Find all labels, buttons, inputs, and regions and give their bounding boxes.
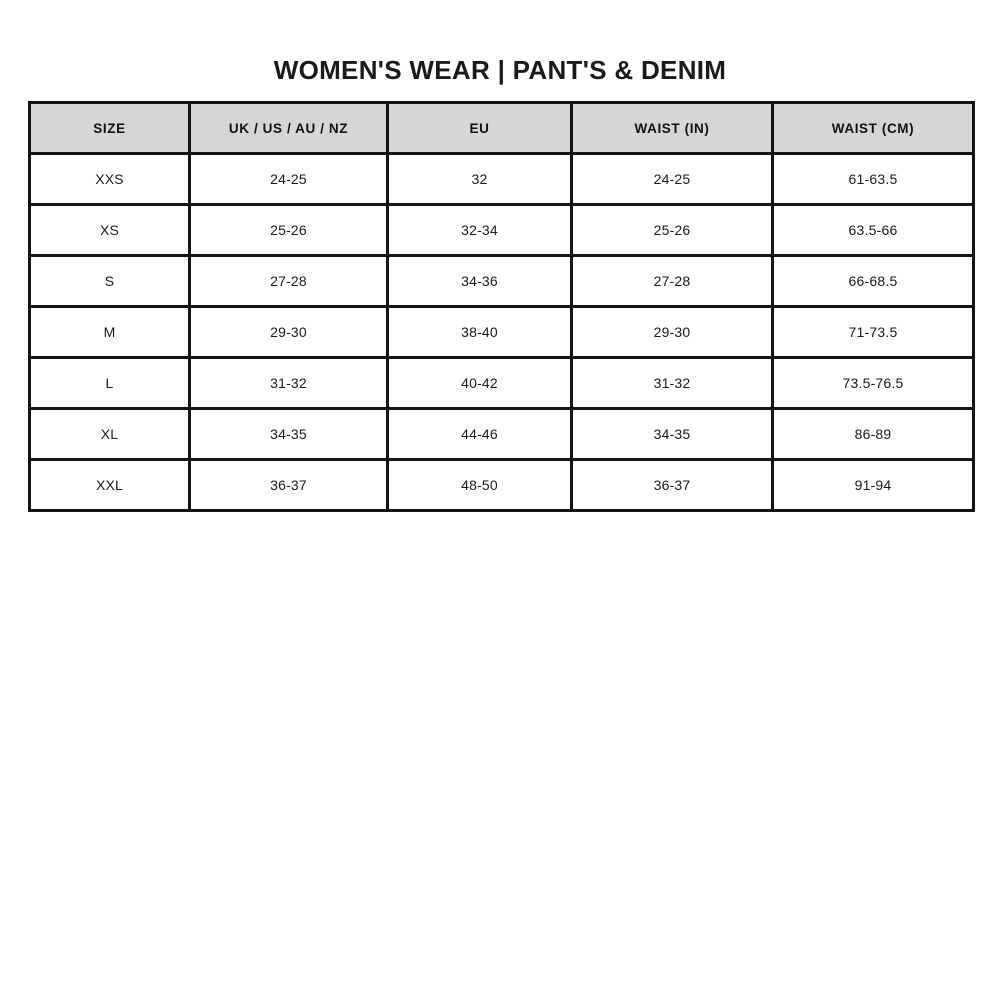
- cell-waist-in: 36-37: [570, 458, 774, 512]
- column-header-waist-in: WAIST (IN): [570, 101, 774, 155]
- cell-uk-us-au-nz: 27-28: [188, 254, 389, 308]
- table-row: M 29-30 38-40 29-30 71-73.5: [28, 305, 975, 359]
- column-header-eu: EU: [386, 101, 573, 155]
- cell-waist-cm: 91-94: [771, 458, 975, 512]
- cell-uk-us-au-nz: 34-35: [188, 407, 389, 461]
- table-row: XXS 24-25 32 24-25 61-63.5: [28, 152, 975, 206]
- cell-uk-us-au-nz: 29-30: [188, 305, 389, 359]
- cell-eu: 38-40: [386, 305, 573, 359]
- table-row: L 31-32 40-42 31-32 73.5-76.5: [28, 356, 975, 410]
- cell-uk-us-au-nz: 31-32: [188, 356, 389, 410]
- table-body: XXS 24-25 32 24-25 61-63.5 XS 25-26 32-3…: [28, 152, 975, 512]
- cell-waist-cm: 73.5-76.5: [771, 356, 975, 410]
- size-chart-table: SIZE UK / US / AU / NZ EU WAIST (IN) WAI…: [28, 101, 975, 512]
- column-header-size: SIZE: [28, 101, 191, 155]
- table-row: S 27-28 34-36 27-28 66-68.5: [28, 254, 975, 308]
- cell-size: M: [28, 305, 191, 359]
- cell-uk-us-au-nz: 36-37: [188, 458, 389, 512]
- page-title: WOMEN'S WEAR | PANT'S & DENIM: [273, 55, 727, 86]
- column-header-waist-cm: WAIST (CM): [771, 101, 975, 155]
- size-chart-container: SIZE UK / US / AU / NZ EU WAIST (IN) WAI…: [28, 101, 975, 512]
- cell-eu: 48-50: [386, 458, 573, 512]
- cell-eu: 34-36: [386, 254, 573, 308]
- table-header-row: SIZE UK / US / AU / NZ EU WAIST (IN) WAI…: [28, 101, 975, 155]
- cell-waist-cm: 86-89: [771, 407, 975, 461]
- cell-waist-cm: 63.5-66: [771, 203, 975, 257]
- cell-eu: 32-34: [386, 203, 573, 257]
- cell-waist-cm: 66-68.5: [771, 254, 975, 308]
- cell-size: XXS: [28, 152, 191, 206]
- table-row: XXL 36-37 48-50 36-37 91-94: [28, 458, 975, 512]
- cell-waist-cm: 71-73.5: [771, 305, 975, 359]
- cell-size: XXL: [28, 458, 191, 512]
- cell-waist-in: 25-26: [570, 203, 774, 257]
- cell-eu: 32: [386, 152, 573, 206]
- cell-waist-in: 34-35: [570, 407, 774, 461]
- cell-waist-in: 24-25: [570, 152, 774, 206]
- cell-uk-us-au-nz: 25-26: [188, 203, 389, 257]
- cell-uk-us-au-nz: 24-25: [188, 152, 389, 206]
- table-row: XL 34-35 44-46 34-35 86-89: [28, 407, 975, 461]
- table-row: XS 25-26 32-34 25-26 63.5-66: [28, 203, 975, 257]
- cell-waist-in: 27-28: [570, 254, 774, 308]
- cell-size: XL: [28, 407, 191, 461]
- cell-waist-in: 29-30: [570, 305, 774, 359]
- cell-eu: 44-46: [386, 407, 573, 461]
- cell-size: L: [28, 356, 191, 410]
- cell-waist-cm: 61-63.5: [771, 152, 975, 206]
- table-header: SIZE UK / US / AU / NZ EU WAIST (IN) WAI…: [28, 101, 975, 155]
- cell-waist-in: 31-32: [570, 356, 774, 410]
- cell-size: XS: [28, 203, 191, 257]
- cell-eu: 40-42: [386, 356, 573, 410]
- cell-size: S: [28, 254, 191, 308]
- column-header-uk-us-au-nz: UK / US / AU / NZ: [188, 101, 389, 155]
